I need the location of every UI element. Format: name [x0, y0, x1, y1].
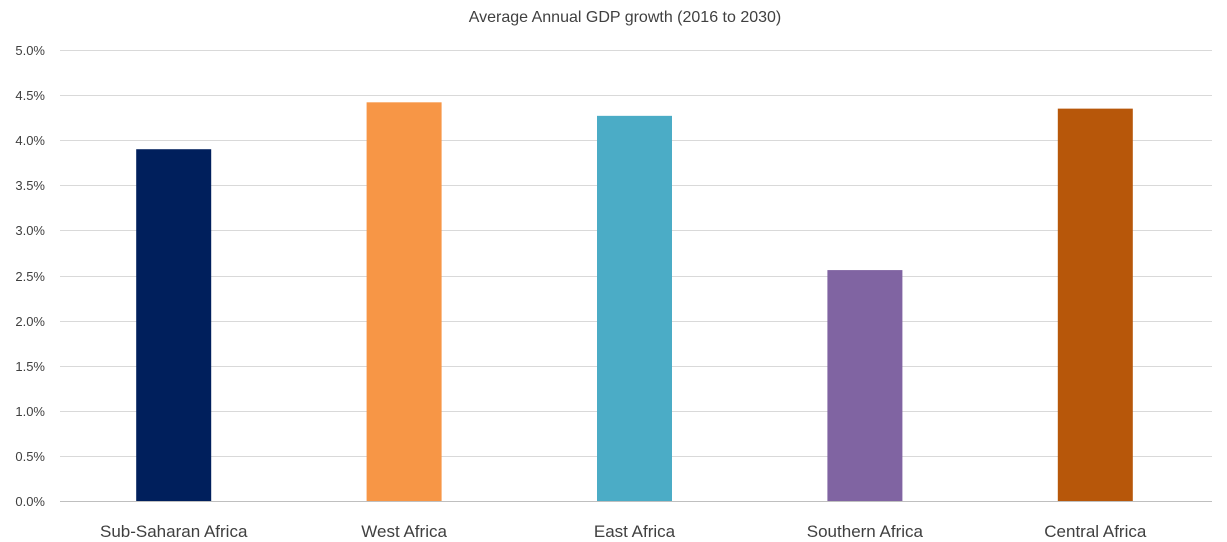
x-axis-ticks: Sub-Saharan Africa West Africa East Africa… [100, 522, 1147, 541]
bar-sub-saharan-africa [136, 149, 212, 501]
x-tick-label: Southern Africa [807, 522, 924, 541]
bar-east-africa [597, 115, 672, 501]
y-tick-label: 3.0% [15, 223, 45, 238]
y-tick-label: 0.0% [15, 494, 45, 509]
y-tick-label: 1.5% [15, 359, 45, 374]
y-tick-label: 0.5% [15, 449, 45, 464]
y-axis-ticks: 0.0% 0.5% 1.0% 1.5% 2.0% 2.5% 3.0% 3.5% 4.0% 4.5%… [15, 43, 45, 509]
chart-title: Average Annual GDP growth (2016 to 2030) [469, 9, 782, 26]
bars [136, 102, 1133, 501]
y-tick-label: 2.5% [15, 269, 45, 284]
x-tick-label: East Africa [594, 522, 676, 541]
y-tick-label: 4.0% [15, 133, 45, 148]
bar-southern-africa [827, 270, 903, 501]
x-tick-label: Sub-Saharan Africa [100, 522, 248, 541]
bar-west-africa [366, 102, 442, 501]
y-tick-label: 1.0% [15, 404, 45, 419]
x-tick-label: West Africa [361, 522, 447, 541]
bar-central-africa [1057, 108, 1133, 501]
y-tick-label: 4.5% [15, 88, 45, 103]
x-tick-label: Central Africa [1044, 522, 1147, 541]
y-tick-label: 2.0% [15, 314, 45, 329]
y-tick-label: 5.0% [15, 43, 45, 58]
y-tick-label: 3.5% [15, 178, 45, 193]
